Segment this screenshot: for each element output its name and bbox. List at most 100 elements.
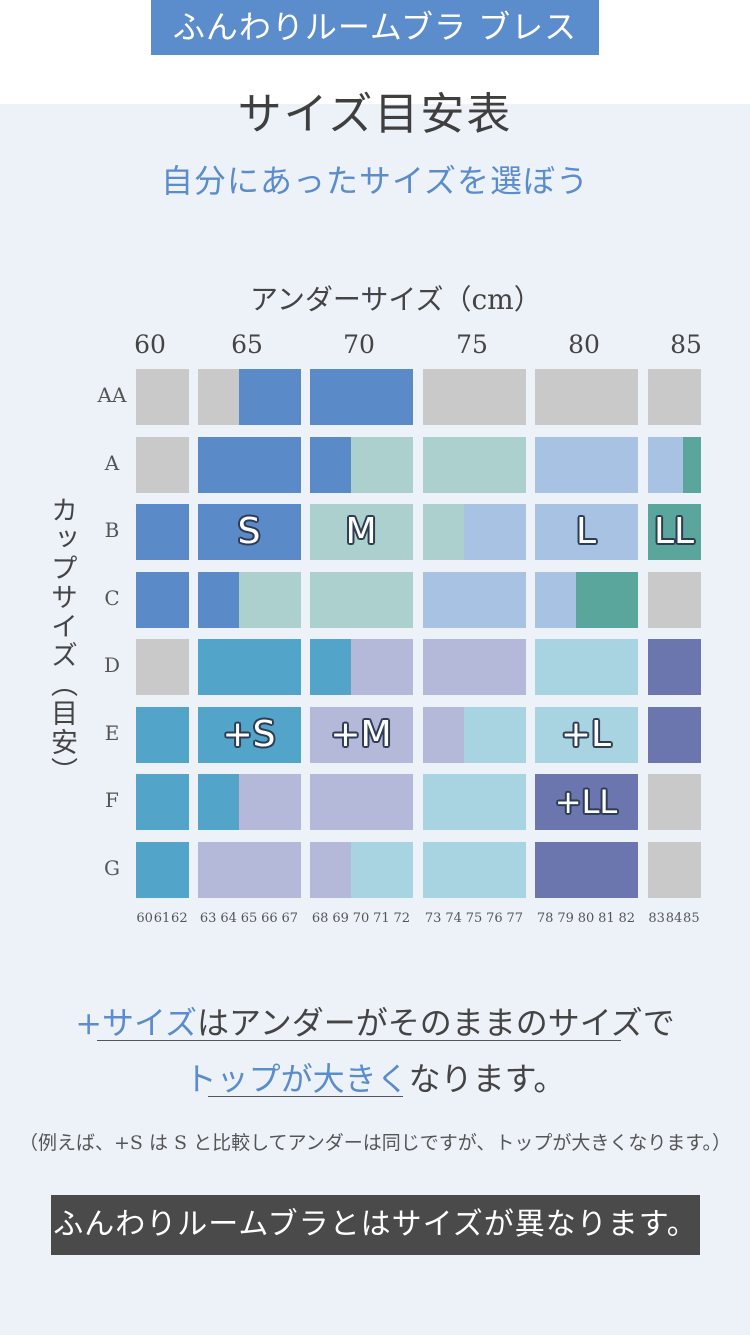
size-cell-F-69 <box>330 774 352 830</box>
size-cell-B-71 <box>371 504 393 560</box>
size-cell-D-77 <box>504 639 526 695</box>
size-cell-B-74 <box>443 504 465 560</box>
size-cell-D-62 <box>170 639 189 695</box>
under-minor-tick-60: 60 <box>136 911 153 926</box>
size-cell-A-63 <box>198 436 219 493</box>
size-cell-B-73 <box>423 504 444 560</box>
size-cell-G-85 <box>682 841 701 898</box>
size-cell-C-62 <box>170 571 189 628</box>
under-minor-tick-76: 76 <box>486 911 503 926</box>
under-minor-tick-78: 78 <box>536 911 554 926</box>
size-cell-B-65 <box>238 504 260 560</box>
size-cell-C-75 <box>463 571 485 628</box>
size-cell-E-80 <box>575 706 597 763</box>
size-cell-AA-61 <box>153 369 172 425</box>
size-cell-AA-84 <box>665 369 684 425</box>
size-cell-F-61 <box>153 774 172 830</box>
under-minor-tick-61: 61 <box>153 911 171 926</box>
size-cell-AA-64 <box>218 369 240 425</box>
size-cell-C-78 <box>535 571 556 628</box>
under-minor-tick-71: 71 <box>373 911 390 926</box>
size-cell-A-70 <box>350 436 372 493</box>
size-cell-AA-63 <box>198 369 219 425</box>
size-cell-C-71 <box>371 571 393 628</box>
size-cell-B-81 <box>596 504 618 560</box>
size-cell-D-79 <box>555 639 577 695</box>
size-cell-D-73 <box>423 639 444 695</box>
cup-tick-D: D <box>103 653 121 677</box>
size-cell-E-67 <box>279 706 301 763</box>
size-cell-B-67 <box>279 504 301 560</box>
size-cell-F-76 <box>484 774 506 830</box>
size-cell-F-75 <box>463 774 485 830</box>
plus-size-note-rest: はアンダーがそのままのサイズで <box>197 1004 675 1042</box>
under-minor-tick-74: 74 <box>445 911 462 926</box>
cup-tick-B: B <box>104 518 120 542</box>
size-cell-A-61 <box>153 436 172 493</box>
size-cell-E-76 <box>484 706 506 763</box>
size-cell-B-78 <box>535 504 556 560</box>
cup-tick-G: G <box>104 855 120 880</box>
size-cell-D-65 <box>238 639 260 695</box>
cup-size-axis-title: カップサイズ（目安） <box>46 496 77 786</box>
size-cell-C-60 <box>136 571 154 628</box>
size-cell-G-70 <box>350 841 372 898</box>
size-cell-E-68 <box>310 706 331 763</box>
size-cell-E-85 <box>682 706 701 763</box>
size-cell-E-65 <box>238 706 260 763</box>
size-cell-F-85 <box>682 774 701 830</box>
size-cell-A-71 <box>371 436 393 493</box>
size-cell-C-79 <box>555 571 577 628</box>
size-cell-G-65 <box>238 841 260 898</box>
plus-size-note-line2: トップが大きくなります。 <box>0 1054 750 1100</box>
size-cell-G-73 <box>423 841 444 898</box>
under-tick-85: 85 <box>670 330 702 359</box>
size-cell-F-66 <box>259 774 281 830</box>
size-cell-B-83 <box>648 504 666 560</box>
size-cell-G-76 <box>484 841 506 898</box>
size-cell-F-73 <box>423 774 444 830</box>
size-cell-E-66 <box>259 706 281 763</box>
under-size-axis-title: アンダーサイズ（cm） <box>250 283 542 316</box>
size-cell-E-75 <box>463 706 485 763</box>
size-label-L: L <box>575 511 597 552</box>
size-cell-AA-73 <box>423 369 444 425</box>
size-cell-E-69 <box>330 706 352 763</box>
size-cell-G-79 <box>555 841 577 898</box>
size-cell-AA-78 <box>535 369 556 425</box>
size-label-M: M <box>345 511 377 552</box>
size-cell-G-83 <box>648 841 666 898</box>
size-cell-B-68 <box>310 504 331 560</box>
size-cell-D-67 <box>279 639 301 695</box>
size-cell-D-78 <box>535 639 556 695</box>
size-cell-F-79 <box>555 774 577 830</box>
size-cell-A-82 <box>616 436 638 493</box>
size-cell-F-82 <box>616 774 638 830</box>
size-cell-AA-80 <box>575 369 597 425</box>
size-cell-F-74 <box>443 774 465 830</box>
size-cell-D-76 <box>484 639 506 695</box>
size-cell-C-77 <box>504 571 526 628</box>
size-cell-G-81 <box>596 841 618 898</box>
size-cell-F-72 <box>391 774 413 830</box>
under-minor-tick-75: 75 <box>465 911 483 926</box>
under-minor-tick-63: 63 <box>199 911 217 926</box>
size-cell-E-71 <box>371 706 393 763</box>
size-cell-E-78 <box>535 706 556 763</box>
size-cell-D-83 <box>648 639 666 695</box>
size-cell-D-68 <box>310 639 331 695</box>
size-cell-D-82 <box>616 639 638 695</box>
under-minor-tick-72: 72 <box>393 911 411 926</box>
top-larger-rest: なります。 <box>408 1060 566 1098</box>
size-cell-D-81 <box>596 639 618 695</box>
size-cell-AA-67 <box>279 369 301 425</box>
under-minor-tick-68: 68 <box>311 911 329 926</box>
under-minor-tick-79: 79 <box>557 911 574 926</box>
size-cell-F-68 <box>310 774 331 830</box>
size-cell-AA-62 <box>170 369 189 425</box>
size-cell-E-63 <box>198 706 219 763</box>
size-cell-C-84 <box>665 571 684 628</box>
size-cell-A-85 <box>682 436 701 493</box>
size-cell-C-63 <box>198 571 219 628</box>
size-cell-G-72 <box>391 841 413 898</box>
